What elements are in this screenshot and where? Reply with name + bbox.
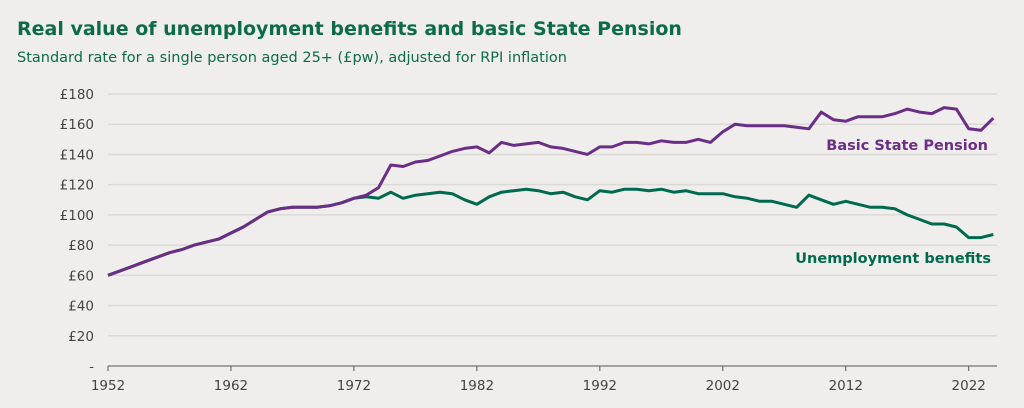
x-tick-label: 1972 xyxy=(337,378,371,394)
chart-subtitle: Standard rate for a single person aged 2… xyxy=(17,50,567,66)
x-tick-label: 2022 xyxy=(952,378,986,394)
y-tick-label: £60 xyxy=(68,268,94,284)
x-tick-label: 2002 xyxy=(706,378,740,394)
y-tick-label: £120 xyxy=(60,178,94,194)
y-tick-label: £20 xyxy=(68,329,94,345)
series-line-pension xyxy=(107,106,995,277)
y-tick-label: - xyxy=(89,359,94,375)
series-label-pension: Basic State Pension xyxy=(826,138,988,154)
x-tick-label: 2012 xyxy=(829,378,863,394)
x-tick-label: 1982 xyxy=(460,378,494,394)
x-tick-label: 1952 xyxy=(91,378,125,394)
y-tick-label: £140 xyxy=(60,147,94,163)
x-tick-label: 1992 xyxy=(583,378,617,394)
y-tick-label: £160 xyxy=(60,117,94,133)
y-tick-label: £80 xyxy=(68,238,94,254)
x-tick-label: 1962 xyxy=(214,378,248,394)
y-tick-label: £100 xyxy=(60,208,94,224)
chart-title: Real value of unemployment benefits and … xyxy=(17,18,682,40)
y-tick-label: £40 xyxy=(68,299,94,315)
series-label-unemployment: Unemployment benefits xyxy=(795,251,991,267)
y-tick-label: £180 xyxy=(60,87,94,103)
